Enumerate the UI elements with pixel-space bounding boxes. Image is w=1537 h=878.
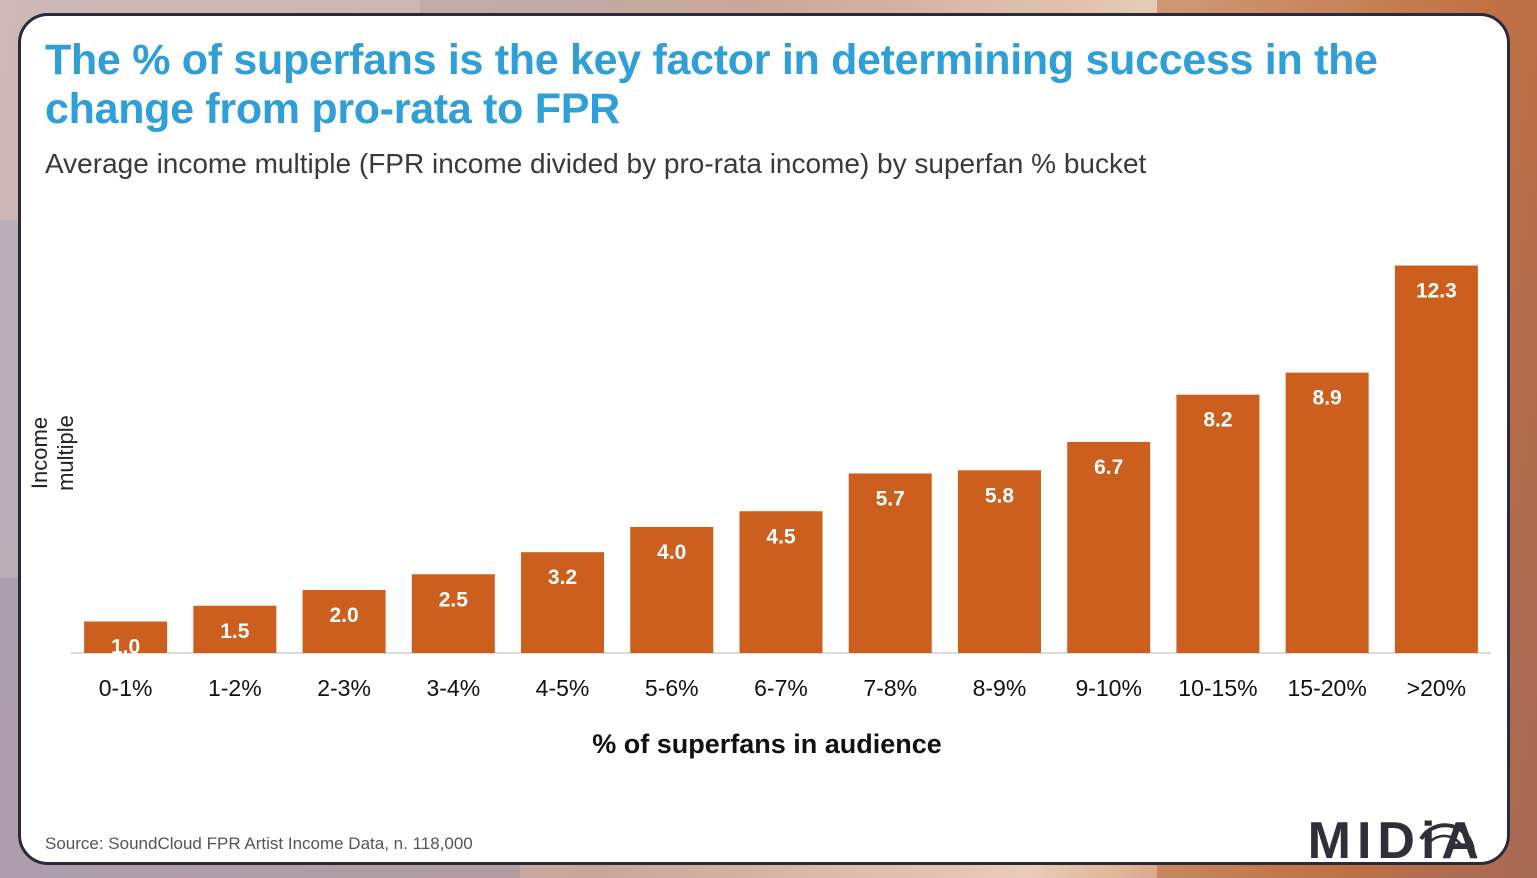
- bar-value-label: 2.5: [439, 588, 469, 611]
- bar-value-label: 4.0: [657, 541, 686, 564]
- bar-value-label: 6.7: [1094, 456, 1123, 479]
- bar: [957, 470, 1041, 653]
- bar-value-label: 1.0: [111, 636, 140, 659]
- x-tick-label: 4-5%: [536, 675, 590, 701]
- x-tick-label: 1-2%: [208, 675, 262, 701]
- bar-value-label: 5.8: [985, 484, 1015, 507]
- bar: [84, 621, 168, 653]
- bar-value-label: 2.0: [329, 604, 358, 627]
- x-tick-label: 10-15%: [1178, 675, 1257, 701]
- chart-subtitle: Average income multiple (FPR income divi…: [45, 148, 1147, 179]
- bar-value-label: 8.2: [1203, 409, 1232, 432]
- bar: [1394, 265, 1478, 653]
- bar-value-label: 1.5: [220, 620, 250, 643]
- x-tick-label: 2-3%: [317, 675, 371, 701]
- midia-logo: MIDiA: [1308, 811, 1485, 862]
- bar: [630, 527, 714, 653]
- bar: [848, 473, 932, 653]
- x-tick-label: >20%: [1407, 675, 1466, 701]
- source-note: Source: SoundCloud FPR Artist Income Dat…: [45, 834, 473, 853]
- chart-card: The % of superfans is the key factor in …: [18, 13, 1510, 865]
- x-tick-label: 0-1%: [99, 675, 153, 701]
- bar-value-label: 4.5: [766, 525, 796, 548]
- bar: [1067, 441, 1151, 653]
- bar-chart: 1.0 0-1% 1.5 1-2% 2.0 2-3% 2.5 3-4% 3.2 4-5% 4.0 5-…: [71, 265, 1491, 701]
- bar: [411, 574, 495, 653]
- x-axis-label: % of superfans in audience: [592, 729, 942, 759]
- bar: [302, 590, 386, 653]
- bar: [1285, 372, 1369, 653]
- x-tick-label: 5-6%: [645, 675, 699, 701]
- chart-title: The % of superfans is the key factor in …: [45, 36, 1378, 133]
- x-tick-label: 3-4%: [426, 675, 480, 701]
- bar: [739, 511, 823, 653]
- bar: [1176, 394, 1260, 653]
- x-tick-label: 15-20%: [1288, 675, 1367, 701]
- bar-value-label: 8.9: [1313, 387, 1342, 410]
- bar: [193, 605, 277, 653]
- x-tick-label: 7-8%: [863, 675, 917, 701]
- logo-arc-icon: [1419, 823, 1475, 852]
- bar-value-label: 3.2: [548, 566, 577, 589]
- x-tick-label: 9-10%: [1075, 675, 1141, 701]
- x-tick-label: 6-7%: [754, 675, 808, 701]
- bar-value-label: 12.3: [1416, 280, 1457, 303]
- bar: [521, 552, 605, 653]
- x-tick-label: 8-9%: [973, 675, 1027, 701]
- bar-value-label: 5.7: [876, 487, 905, 510]
